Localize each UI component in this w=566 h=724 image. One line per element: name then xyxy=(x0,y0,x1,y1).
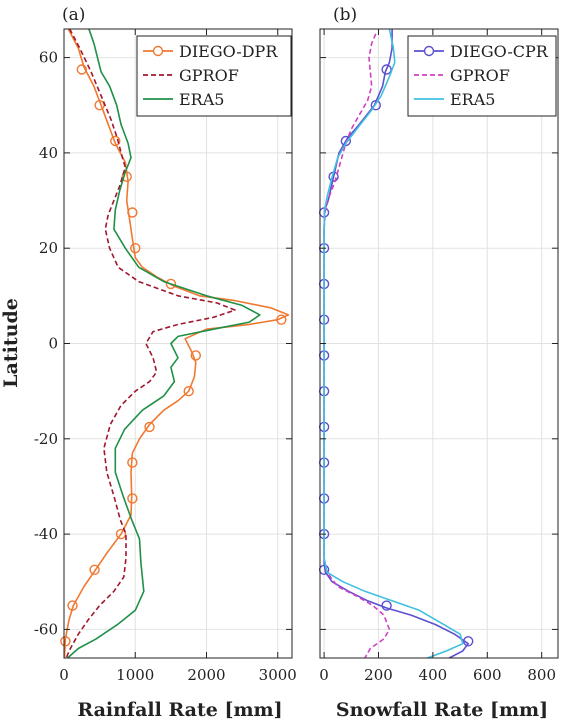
legend-label: ERA5 xyxy=(450,90,495,109)
series-marker xyxy=(183,386,194,397)
y-tick-label: 40 xyxy=(39,144,58,162)
x-tick-label: 600 xyxy=(473,666,502,684)
y-tick-label: -40 xyxy=(34,525,58,543)
series-marker xyxy=(130,242,141,254)
panel-a-xlabel: Rainfall Rate [mm] xyxy=(77,699,282,721)
y-tick-label: -60 xyxy=(34,620,58,638)
series-marker xyxy=(121,171,132,182)
y-tick-label: 20 xyxy=(39,239,58,257)
legend-marker xyxy=(152,45,164,57)
series-marker xyxy=(127,457,138,468)
panel-b-label: (b) xyxy=(333,5,357,25)
y-tick-label: 60 xyxy=(39,49,58,67)
series-line-gprof xyxy=(65,28,236,659)
panel-b-legend: DIEGO-CPR GPROF ERA5 xyxy=(407,35,557,117)
panel-a-grid xyxy=(63,29,292,658)
panel-b-xlabel: Snowfall Rate [mm] xyxy=(336,699,548,721)
panel-a: 0 1000 2000 3000 -60 -40 -20 0 20 40 60 (a) Rainfa… xyxy=(0,5,297,721)
panel-a-ticks: 0 1000 2000 3000 -60 -40 -20 0 20 40 60 xyxy=(34,29,297,684)
x-tick-label: 800 xyxy=(527,666,556,684)
series-marker xyxy=(340,135,351,147)
series-marker xyxy=(127,493,138,504)
x-tick-label: 0 xyxy=(59,666,69,684)
panel-b-ticks: 0 200 400 600 800 xyxy=(319,29,558,684)
panel-b-grid xyxy=(320,29,558,658)
series-marker xyxy=(89,564,100,575)
y-tick-label: 0 xyxy=(48,335,58,353)
x-tick-label: 0 xyxy=(319,666,329,684)
panel-b: 0 200 400 600 800 (b) Snowfall Rate [mm] DIE… xyxy=(318,5,559,721)
series-marker xyxy=(76,64,88,75)
series-marker xyxy=(67,600,78,611)
series-marker xyxy=(370,99,381,111)
panel-a-legend: DIEGO-DPR GPROF ERA5 xyxy=(136,35,292,117)
series-marker xyxy=(127,207,138,218)
series-marker xyxy=(144,421,155,433)
series-line-gprof xyxy=(323,33,391,659)
x-tick-label: 3000 xyxy=(259,666,297,684)
y-tick-label: -20 xyxy=(34,430,58,448)
series-marker xyxy=(115,528,127,540)
legend-label: DIEGO-CPR xyxy=(450,42,549,61)
series-marker xyxy=(94,99,105,111)
series-marker xyxy=(60,636,71,647)
series-marker xyxy=(190,350,202,361)
series-marker xyxy=(110,135,121,147)
panel-a-ylabel: Latitude xyxy=(0,298,22,388)
x-tick-label: 2000 xyxy=(187,666,225,684)
x-tick-label: 1000 xyxy=(116,666,154,684)
series-marker xyxy=(165,278,177,290)
series-marker xyxy=(463,636,474,647)
series-marker xyxy=(381,600,392,611)
legend-marker xyxy=(423,45,435,57)
x-tick-label: 200 xyxy=(364,666,393,684)
panel-a-label: (a) xyxy=(62,5,85,25)
legend-label: ERA5 xyxy=(179,90,224,109)
legend-label: DIEGO-DPR xyxy=(179,42,278,61)
x-tick-label: 400 xyxy=(419,666,448,684)
legend-label: GPROF xyxy=(450,66,510,85)
series-marker xyxy=(381,64,392,75)
series-marker xyxy=(276,314,287,325)
series-line-era5 xyxy=(67,28,261,659)
panel-a-series xyxy=(60,28,290,659)
legend-label: GPROF xyxy=(179,66,239,85)
